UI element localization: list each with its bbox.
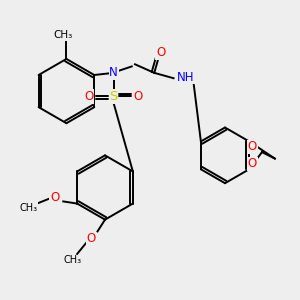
Text: O: O bbox=[86, 232, 96, 245]
Text: O: O bbox=[84, 90, 94, 103]
Text: CH₃: CH₃ bbox=[54, 30, 73, 40]
Text: CH₃: CH₃ bbox=[20, 203, 38, 213]
Text: O: O bbox=[50, 190, 59, 204]
Text: S: S bbox=[110, 90, 118, 103]
Text: NH: NH bbox=[177, 70, 194, 84]
Text: O: O bbox=[134, 90, 143, 103]
Text: CH₃: CH₃ bbox=[64, 255, 82, 266]
Text: N: N bbox=[109, 66, 118, 80]
Text: O: O bbox=[156, 46, 165, 59]
Text: O: O bbox=[248, 140, 257, 153]
Text: O: O bbox=[248, 158, 257, 170]
